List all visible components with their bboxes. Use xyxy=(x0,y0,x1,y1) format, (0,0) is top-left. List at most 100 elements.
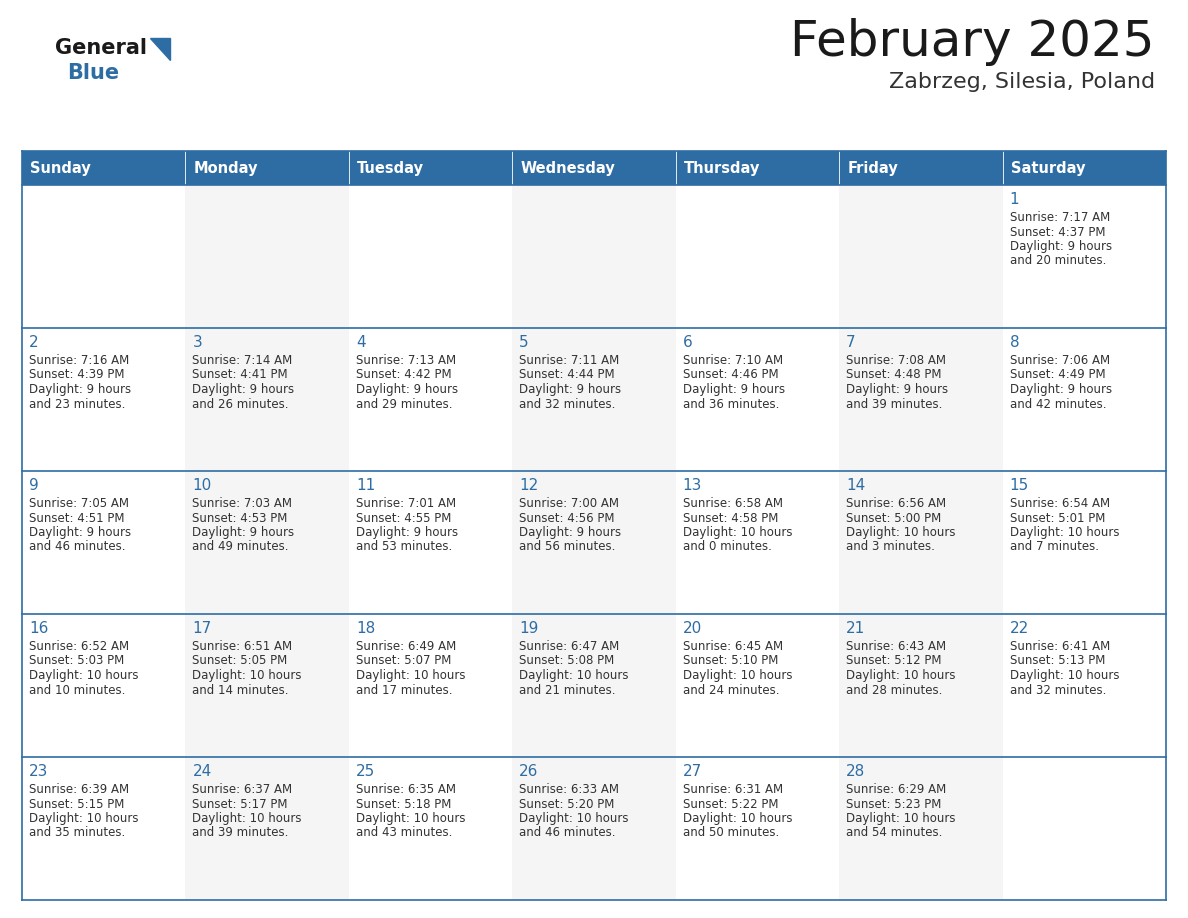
Text: Sunrise: 7:11 AM: Sunrise: 7:11 AM xyxy=(519,354,619,367)
Text: Sunrise: 7:03 AM: Sunrise: 7:03 AM xyxy=(192,497,292,510)
Text: Sunrise: 6:51 AM: Sunrise: 6:51 AM xyxy=(192,640,292,653)
Text: 27: 27 xyxy=(683,764,702,779)
Text: Sunset: 5:07 PM: Sunset: 5:07 PM xyxy=(356,655,451,667)
Text: Daylight: 9 hours: Daylight: 9 hours xyxy=(519,526,621,539)
Bar xyxy=(349,614,512,757)
Text: and 23 minutes.: and 23 minutes. xyxy=(29,397,126,410)
Text: Sunrise: 6:49 AM: Sunrise: 6:49 AM xyxy=(356,640,456,653)
Text: 23: 23 xyxy=(29,764,49,779)
Text: Sunset: 5:05 PM: Sunset: 5:05 PM xyxy=(192,655,287,667)
Text: and 46 minutes.: and 46 minutes. xyxy=(519,826,615,839)
Text: 13: 13 xyxy=(683,478,702,493)
Text: and 46 minutes.: and 46 minutes. xyxy=(29,541,126,554)
Text: Sunrise: 6:31 AM: Sunrise: 6:31 AM xyxy=(683,783,783,796)
Text: Daylight: 9 hours: Daylight: 9 hours xyxy=(192,526,295,539)
Bar xyxy=(185,185,349,328)
Bar xyxy=(512,757,676,900)
Text: Daylight: 9 hours: Daylight: 9 hours xyxy=(356,383,459,396)
Text: Sunrise: 6:37 AM: Sunrise: 6:37 AM xyxy=(192,783,292,796)
Text: and 17 minutes.: and 17 minutes. xyxy=(356,684,453,697)
Text: Sunset: 5:15 PM: Sunset: 5:15 PM xyxy=(29,798,125,811)
Polygon shape xyxy=(150,38,170,60)
Bar xyxy=(676,757,839,900)
Text: Zabrzeg, Silesia, Poland: Zabrzeg, Silesia, Poland xyxy=(889,72,1155,92)
Text: 19: 19 xyxy=(519,621,538,636)
Text: Sunset: 4:39 PM: Sunset: 4:39 PM xyxy=(29,368,125,382)
Text: Daylight: 10 hours: Daylight: 10 hours xyxy=(683,669,792,682)
Text: 12: 12 xyxy=(519,478,538,493)
Text: 4: 4 xyxy=(356,335,366,350)
Text: 6: 6 xyxy=(683,335,693,350)
Bar xyxy=(23,757,185,900)
Text: and 50 minutes.: and 50 minutes. xyxy=(683,826,779,839)
Text: and 42 minutes.: and 42 minutes. xyxy=(1010,397,1106,410)
Text: and 43 minutes.: and 43 minutes. xyxy=(356,826,453,839)
Text: and 0 minutes.: and 0 minutes. xyxy=(683,541,771,554)
Text: Sunrise: 7:06 AM: Sunrise: 7:06 AM xyxy=(1010,354,1110,367)
Text: Sunset: 4:51 PM: Sunset: 4:51 PM xyxy=(29,511,125,524)
Text: and 32 minutes.: and 32 minutes. xyxy=(1010,684,1106,697)
Text: 21: 21 xyxy=(846,621,865,636)
Bar xyxy=(23,471,185,614)
Text: Sunrise: 7:00 AM: Sunrise: 7:00 AM xyxy=(519,497,619,510)
Text: and 39 minutes.: and 39 minutes. xyxy=(192,826,289,839)
Bar xyxy=(676,471,839,614)
Text: Daylight: 9 hours: Daylight: 9 hours xyxy=(192,383,295,396)
Text: and 28 minutes.: and 28 minutes. xyxy=(846,684,942,697)
Bar xyxy=(185,614,349,757)
Text: Sunday: Sunday xyxy=(30,161,90,175)
Text: Daylight: 10 hours: Daylight: 10 hours xyxy=(1010,526,1119,539)
Text: 14: 14 xyxy=(846,478,865,493)
Text: Blue: Blue xyxy=(67,63,119,83)
Text: Sunrise: 6:35 AM: Sunrise: 6:35 AM xyxy=(356,783,456,796)
Text: Sunrise: 6:47 AM: Sunrise: 6:47 AM xyxy=(519,640,619,653)
Text: and 10 minutes.: and 10 minutes. xyxy=(29,684,126,697)
Text: and 39 minutes.: and 39 minutes. xyxy=(846,397,942,410)
Text: Sunset: 4:46 PM: Sunset: 4:46 PM xyxy=(683,368,778,382)
Text: Daylight: 10 hours: Daylight: 10 hours xyxy=(846,812,955,825)
Text: Daylight: 10 hours: Daylight: 10 hours xyxy=(683,812,792,825)
Text: and 35 minutes.: and 35 minutes. xyxy=(29,826,125,839)
Text: Sunset: 5:13 PM: Sunset: 5:13 PM xyxy=(1010,655,1105,667)
Text: Sunrise: 7:08 AM: Sunrise: 7:08 AM xyxy=(846,354,946,367)
Text: Monday: Monday xyxy=(194,161,258,175)
Text: Sunrise: 7:17 AM: Sunrise: 7:17 AM xyxy=(1010,211,1110,224)
Bar xyxy=(1003,185,1165,328)
Text: Daylight: 9 hours: Daylight: 9 hours xyxy=(519,383,621,396)
Text: and 53 minutes.: and 53 minutes. xyxy=(356,541,453,554)
Bar xyxy=(23,328,185,471)
Text: Thursday: Thursday xyxy=(684,161,760,175)
Text: Daylight: 10 hours: Daylight: 10 hours xyxy=(683,526,792,539)
Text: Daylight: 10 hours: Daylight: 10 hours xyxy=(356,669,466,682)
Bar xyxy=(23,614,185,757)
Text: General: General xyxy=(55,38,147,58)
Text: and 49 minutes.: and 49 minutes. xyxy=(192,541,289,554)
Bar xyxy=(185,757,349,900)
Bar xyxy=(23,151,1165,185)
Text: 9: 9 xyxy=(29,478,39,493)
Text: 1: 1 xyxy=(1010,192,1019,207)
Text: Daylight: 10 hours: Daylight: 10 hours xyxy=(519,669,628,682)
Text: Daylight: 10 hours: Daylight: 10 hours xyxy=(29,669,139,682)
Text: Sunset: 5:10 PM: Sunset: 5:10 PM xyxy=(683,655,778,667)
Text: 15: 15 xyxy=(1010,478,1029,493)
Text: Sunset: 5:23 PM: Sunset: 5:23 PM xyxy=(846,798,942,811)
Text: Sunrise: 6:41 AM: Sunrise: 6:41 AM xyxy=(1010,640,1110,653)
Text: and 29 minutes.: and 29 minutes. xyxy=(356,397,453,410)
Text: 25: 25 xyxy=(356,764,375,779)
Text: and 26 minutes.: and 26 minutes. xyxy=(192,397,289,410)
Text: 2: 2 xyxy=(29,335,39,350)
Bar xyxy=(512,471,676,614)
Text: Daylight: 9 hours: Daylight: 9 hours xyxy=(29,383,131,396)
Text: Sunset: 5:08 PM: Sunset: 5:08 PM xyxy=(519,655,614,667)
Bar xyxy=(349,471,512,614)
Text: Sunset: 5:12 PM: Sunset: 5:12 PM xyxy=(846,655,942,667)
Text: Daylight: 10 hours: Daylight: 10 hours xyxy=(192,812,302,825)
Text: Daylight: 9 hours: Daylight: 9 hours xyxy=(1010,383,1112,396)
Bar xyxy=(676,328,839,471)
Text: Sunset: 5:20 PM: Sunset: 5:20 PM xyxy=(519,798,614,811)
Bar xyxy=(185,471,349,614)
Bar xyxy=(512,328,676,471)
Bar xyxy=(349,328,512,471)
Text: February 2025: February 2025 xyxy=(790,18,1155,66)
